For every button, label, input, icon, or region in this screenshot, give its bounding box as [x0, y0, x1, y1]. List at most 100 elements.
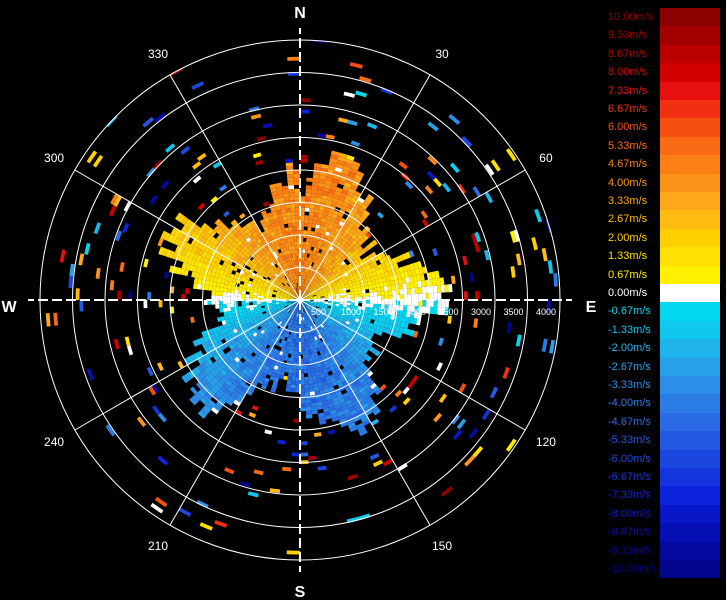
velocity-cell	[311, 185, 318, 191]
velocity-cell	[325, 333, 330, 339]
velocity-cell	[428, 279, 434, 287]
velocity-cell	[304, 218, 309, 224]
velocity-cell	[250, 346, 256, 352]
velocity-cell	[329, 344, 335, 350]
velocity-cell	[205, 392, 213, 400]
velocity-cell	[282, 319, 286, 323]
velocity-cell	[187, 229, 195, 237]
velocity-cell	[317, 275, 322, 279]
velocity-cell	[380, 286, 385, 292]
velocity-cell	[273, 269, 278, 274]
velocity-cell	[414, 268, 420, 276]
velocity-cell	[305, 245, 309, 250]
velocity-cell	[300, 309, 301, 314]
velocity-cell	[363, 353, 369, 360]
colorbar-label: 10.00m/s	[608, 11, 654, 23]
velocity-cell	[312, 174, 320, 179]
velocity-cell	[339, 248, 345, 254]
velocity-cell	[378, 278, 384, 284]
velocity-cell	[260, 293, 265, 297]
velocity-cell	[348, 236, 355, 243]
velocity-cell	[247, 491, 259, 498]
velocity-cell	[342, 325, 348, 330]
velocity-cell	[223, 283, 229, 289]
velocity-cell	[301, 275, 303, 280]
velocity-cell	[302, 343, 305, 348]
velocity-cell	[304, 303, 308, 307]
velocity-cell	[293, 177, 300, 182]
velocity-cell	[228, 238, 235, 245]
velocity-cell	[203, 232, 210, 240]
velocity-cell	[292, 253, 296, 258]
velocity-cell	[211, 300, 216, 305]
velocity-cell	[458, 383, 467, 394]
velocity-cell	[409, 311, 415, 318]
velocity-cell	[271, 298, 276, 300]
velocity-cell	[349, 285, 354, 290]
velocity-cell	[316, 405, 324, 410]
velocity-cell	[261, 289, 266, 293]
velocity-cell	[355, 422, 365, 430]
velocity-cell	[268, 332, 273, 337]
velocity-cell	[349, 365, 356, 372]
velocity-cell	[289, 310, 293, 314]
velocity-cell	[343, 295, 348, 298]
velocity-cell	[323, 255, 328, 261]
velocity-cell	[287, 219, 292, 224]
velocity-cell	[283, 280, 287, 285]
velocity-cell	[342, 392, 349, 399]
velocity-cell	[219, 334, 225, 341]
velocity-cell	[298, 290, 300, 295]
velocity-cell	[313, 309, 318, 313]
velocity-cell	[245, 236, 252, 243]
velocity-cell	[340, 205, 348, 211]
velocity-cell	[267, 326, 272, 331]
velocity-cell	[200, 387, 208, 395]
velocity-cell	[280, 247, 285, 253]
velocity-cell	[311, 254, 315, 259]
velocity-cell	[234, 248, 240, 255]
velocity-cell	[365, 355, 372, 362]
velocity-cell	[178, 247, 185, 255]
velocity-cell	[229, 329, 235, 336]
velocity-cell	[230, 321, 235, 327]
velocity-cell	[208, 280, 214, 287]
colorbar-label: -2.67m/s	[608, 360, 651, 373]
colorbar-label: -9.33m/s	[608, 544, 651, 557]
velocity-cell	[296, 309, 299, 313]
velocity-cell	[215, 258, 222, 264]
velocity-cell	[365, 244, 372, 251]
velocity-cell	[336, 256, 342, 262]
colorbar-label: -10.00m/s	[608, 563, 657, 575]
velocity-cell	[219, 184, 228, 192]
velocity-cell	[337, 156, 347, 162]
velocity-cell	[225, 247, 232, 254]
velocity-cell	[274, 373, 280, 379]
velocity-cell	[260, 295, 265, 299]
velocity-cell	[220, 395, 228, 403]
velocity-cell	[241, 258, 247, 265]
velocity-cell	[347, 331, 353, 337]
velocity-cell	[313, 363, 319, 369]
velocity-cell	[304, 380, 309, 385]
velocity-cell	[351, 360, 357, 366]
velocity-cell	[154, 112, 166, 123]
velocity-cell	[338, 117, 349, 124]
velocity-cell	[86, 368, 95, 381]
velocity-cell	[235, 396, 243, 403]
velocity-cell	[323, 339, 328, 345]
velocity-cell	[222, 270, 228, 277]
velocity-cell	[359, 399, 367, 407]
velocity-cell	[293, 418, 300, 423]
velocity-cell	[321, 285, 326, 289]
velocity-cell	[300, 215, 305, 219]
velocity-cell	[350, 291, 355, 295]
velocity-cell	[354, 290, 359, 295]
velocity-cell	[322, 403, 329, 409]
range-tick-label: 3000	[471, 307, 491, 317]
velocity-cell	[317, 381, 323, 387]
velocity-cell	[270, 311, 275, 315]
velocity-cell	[356, 360, 363, 366]
velocity-cell	[258, 284, 263, 288]
velocity-cell	[344, 158, 354, 165]
